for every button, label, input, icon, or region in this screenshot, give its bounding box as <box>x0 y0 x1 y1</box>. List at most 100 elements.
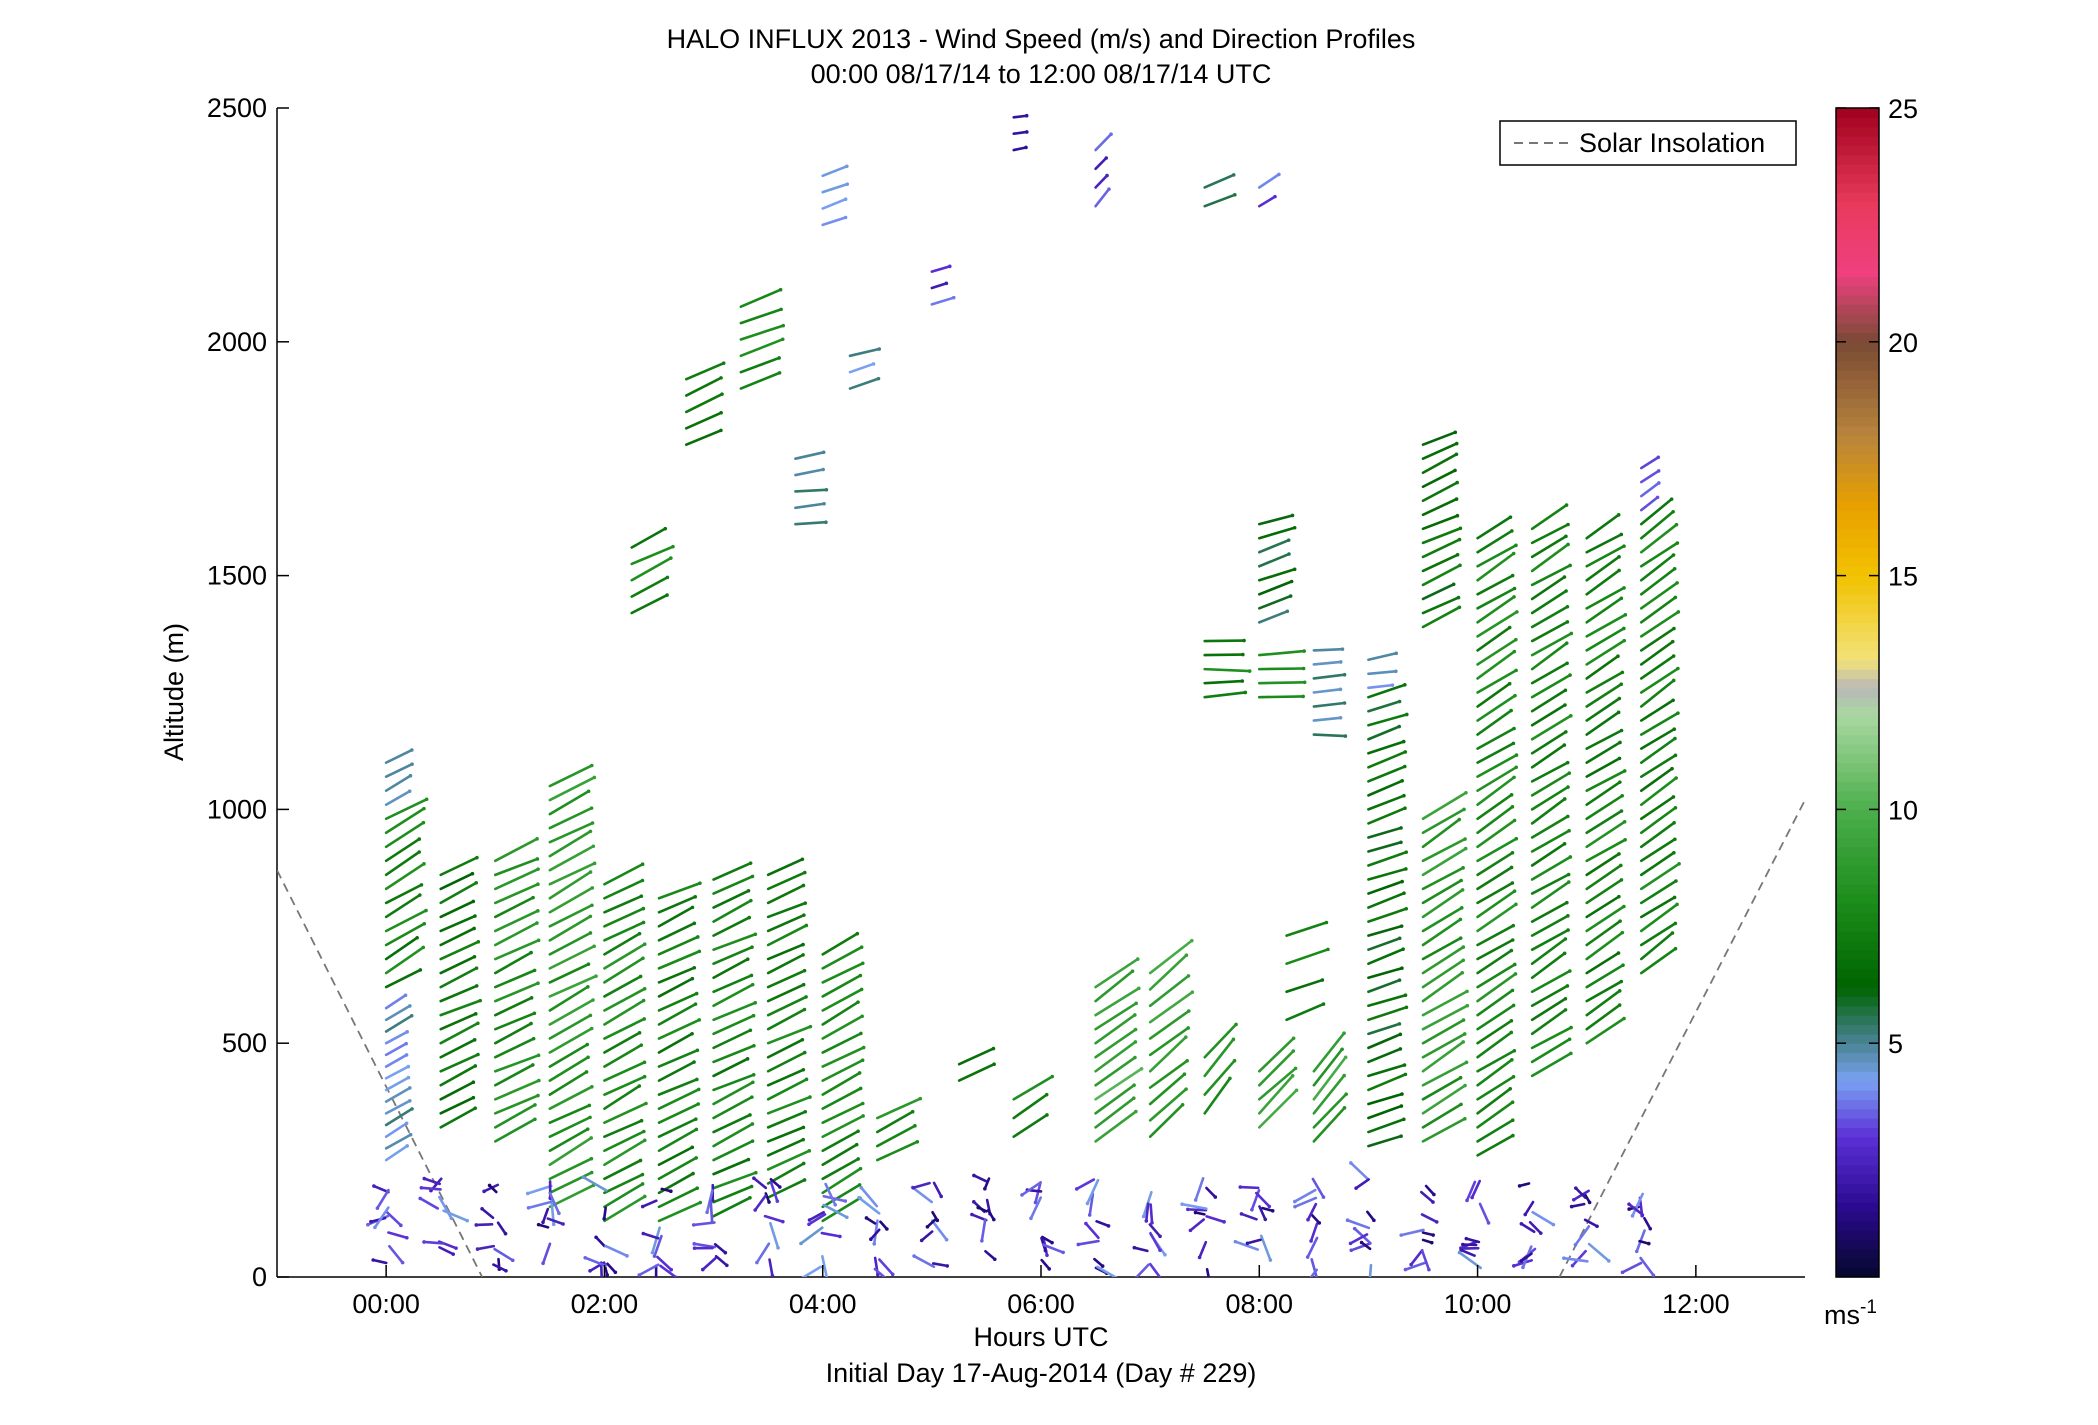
wind-vector-head <box>1569 1051 1573 1056</box>
wind-vector-shaft <box>1639 903 1679 933</box>
wind-vector-head <box>1459 906 1464 910</box>
wind-vector-shaft <box>1476 1075 1515 1101</box>
wind-vector <box>1476 805 1515 835</box>
wind-vector-shaft <box>1476 1019 1513 1045</box>
wind-vector-shaft <box>388 1244 404 1264</box>
wind-vector-shaft <box>1257 552 1291 568</box>
colorbar-band <box>1836 753 1879 764</box>
wind-vector-shaft <box>1639 481 1661 498</box>
wind-vector <box>1523 1200 1535 1217</box>
wind-vector <box>603 998 646 1026</box>
wind-vector <box>1639 509 1675 540</box>
wind-vector-shaft <box>1421 990 1469 1017</box>
wind-vector <box>375 1188 390 1210</box>
wind-vector-head <box>1232 1058 1237 1063</box>
wind-vector-shaft <box>439 984 479 1003</box>
wind-vector <box>986 1208 996 1222</box>
wind-vector <box>1421 1075 1463 1101</box>
wind-vector-shaft <box>1570 1202 1586 1208</box>
wind-vector-head <box>822 501 826 506</box>
wind-vector <box>1312 647 1345 652</box>
wind-vector-shaft <box>496 1221 507 1236</box>
wind-vector <box>684 392 724 414</box>
wind-vector-shaft <box>821 974 862 998</box>
wind-vector-shaft <box>1094 957 1140 989</box>
wind-vector <box>1306 1202 1318 1222</box>
wind-vector-shaft <box>603 1031 641 1054</box>
wind-vector-shaft <box>657 1146 694 1167</box>
wind-vector <box>650 1226 661 1255</box>
wind-vector-head <box>422 921 427 926</box>
wind-vector-head <box>476 1021 480 1026</box>
wind-vector <box>1421 1116 1467 1143</box>
wind-vector <box>1148 1058 1189 1089</box>
wind-vector-head <box>802 1178 807 1182</box>
chart-title: HALO INFLUX 2013 - Wind Speed (m/s) and … <box>667 24 1416 54</box>
wind-vector-shaft <box>1346 1218 1371 1230</box>
colorbar-band <box>1836 921 1879 932</box>
wind-vector-shaft <box>384 968 422 989</box>
wind-vector-shaft <box>1012 1093 1049 1120</box>
wind-vector-head <box>751 1072 756 1077</box>
wind-vector <box>657 1002 698 1026</box>
wind-vector <box>1585 951 1621 975</box>
wind-vector-shaft <box>493 857 539 877</box>
wind-vector <box>1530 996 1568 1022</box>
wind-vector <box>1530 984 1570 1008</box>
wind-vector-shaft <box>1148 1035 1188 1073</box>
wind-vector-shaft <box>493 1011 536 1031</box>
wind-vector-head <box>669 556 673 560</box>
wind-vector <box>932 1181 943 1199</box>
wind-vector-head <box>1305 1255 1310 1259</box>
wind-vector-shaft <box>1530 785 1570 811</box>
wind-vector-shaft <box>1470 1179 1482 1199</box>
wind-vector-shaft <box>1186 1208 1208 1212</box>
wind-vector <box>984 1250 997 1262</box>
wind-vector-shaft <box>548 1127 590 1153</box>
wind-vector-head <box>694 1127 699 1132</box>
wind-vector <box>630 593 669 615</box>
wind-vector-head <box>478 998 483 1003</box>
wind-vector-head <box>1511 1075 1516 1079</box>
wind-vector-shaft <box>1180 1202 1208 1210</box>
wind-vector-shaft <box>1421 1103 1463 1129</box>
colorbar-band <box>1836 865 1879 876</box>
wind-vector-head <box>1404 1005 1409 1010</box>
wind-vector <box>1511 1259 1533 1268</box>
wind-vector-shaft <box>603 999 645 1026</box>
wind-vector <box>602 1206 608 1221</box>
wind-vector-head <box>1273 194 1277 199</box>
wind-vector <box>712 1195 752 1218</box>
colorbar-band <box>1836 622 1879 633</box>
wind-vector-head <box>1184 1035 1188 1039</box>
wind-vector-shaft <box>931 1262 949 1268</box>
colorbar-band <box>1836 126 1879 137</box>
wind-vector-shaft <box>1585 697 1621 722</box>
wind-vector-head <box>529 996 534 1000</box>
wind-vector-shaft <box>1420 1249 1431 1271</box>
wind-vector-shaft <box>766 1008 806 1031</box>
wind-vector <box>1421 846 1468 877</box>
wind-vector-head <box>1074 1187 1079 1191</box>
wind-vector-shaft <box>1530 703 1567 727</box>
wind-vector-head <box>801 883 806 888</box>
wind-vector-shaft <box>1585 627 1626 652</box>
wind-vector-shaft <box>1421 936 1462 961</box>
colorbar-band <box>1836 397 1879 408</box>
wind-vector-head <box>1133 1055 1137 1060</box>
wind-vector <box>1421 1231 1435 1237</box>
wind-vector-head <box>1118 1278 1122 1282</box>
wind-vector-shaft <box>1639 667 1680 694</box>
wind-vector-head <box>1029 1216 1033 1221</box>
wind-vector-shaft <box>1238 1185 1260 1190</box>
wind-vector-shaft <box>1421 1117 1467 1143</box>
wind-vector-head <box>535 837 539 841</box>
wind-vector-shaft <box>630 545 675 566</box>
wind-vector-head <box>639 1043 644 1047</box>
wind-vector-head <box>1434 1220 1439 1224</box>
wind-vector-head <box>1675 541 1680 545</box>
wind-vector <box>1203 690 1248 699</box>
wind-vector-shaft <box>1476 1004 1515 1031</box>
wind-vector <box>766 923 809 947</box>
wind-vector-head <box>1394 651 1399 656</box>
